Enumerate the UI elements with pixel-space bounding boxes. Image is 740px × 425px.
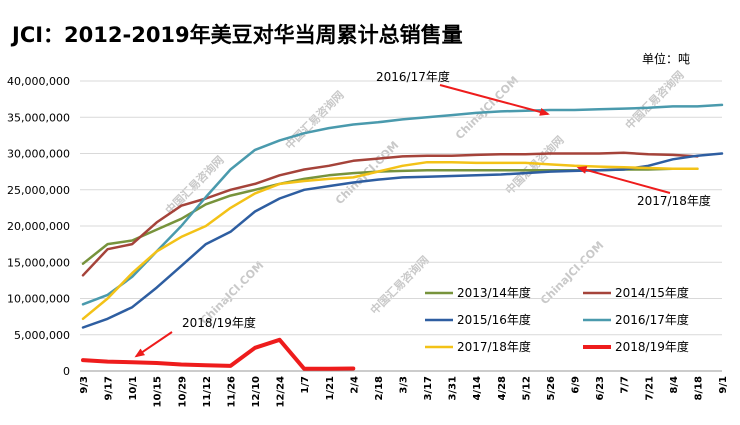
chart-title: JCI：2012-2019年美豆对华当周累计总销售量 — [10, 23, 463, 47]
y-tick-label: 30,000,000 — [7, 148, 70, 161]
x-tick-label: 1/21 — [325, 376, 336, 401]
legend-label: 2013/14年度 — [457, 285, 531, 300]
x-tick-label: 3/17 — [423, 376, 434, 401]
y-tick-label: 35,000,000 — [7, 111, 70, 124]
y-tick-label: 5,000,000 — [14, 329, 70, 342]
y-tick-label: 40,000,000 — [7, 75, 70, 88]
x-tick-label: 3/3 — [399, 376, 410, 394]
y-tick-label: 15,000,000 — [7, 256, 70, 269]
legend-label: 2016/17年度 — [615, 312, 689, 327]
x-tick-label: 6/9 — [571, 376, 582, 394]
annotation-label: 2016/17年度 — [376, 69, 450, 84]
annotation-arrow — [576, 166, 671, 194]
series-line-2018-19 — [81, 337, 356, 371]
legend: 2013/14年度 2014/15年度 2015/16年度 2016/17年度 2017… — [425, 285, 689, 354]
series-line-2014-15 — [81, 151, 699, 277]
y-tick-label: 0 — [63, 365, 70, 378]
x-tick-label: 3/31 — [448, 376, 459, 401]
unit-label: 单位：吨 — [642, 51, 690, 66]
y-tick-label: 20,000,000 — [7, 220, 70, 233]
x-tick-label: 7/7 — [620, 376, 631, 394]
x-tick-label: 12/24 — [276, 376, 287, 408]
x-tick-label: 11/12 — [202, 376, 213, 408]
legend-label: 2018/19年度 — [615, 339, 689, 354]
x-tick-label: 1/7 — [300, 376, 311, 394]
series-lines — [81, 103, 724, 371]
x-tick-label: 6/23 — [595, 376, 606, 401]
x-tick-label: 9/3 — [79, 376, 90, 394]
x-tick-label: 2/4 — [349, 376, 360, 394]
series-line-2015-16 — [81, 152, 724, 329]
y-axis-ticks: 0 5,000,000 10,000,000 15,000,000 20,000,000… — [7, 75, 70, 378]
series-line-2017-18 — [81, 160, 699, 321]
y-tick-label: 10,000,000 — [7, 293, 70, 306]
legend-label: 2014/15年度 — [615, 285, 689, 300]
y-tick-label: 25,000,000 — [7, 184, 70, 197]
x-tick-label: 4/14 — [472, 376, 483, 401]
series-line-2016-17 — [81, 103, 724, 306]
annotation-label: 2018/19年度 — [182, 315, 256, 330]
x-tick-label: 12/10 — [251, 376, 262, 408]
annotations: 2016/17年度 2017/18年度 2018/19年度 — [134, 69, 711, 358]
x-axis-ticks: 9/3 9/17 10/1 10/15 10/29 11/12 11/26 12/10 12/2… — [79, 376, 729, 408]
legend-label: 2015/16年度 — [457, 312, 531, 327]
x-tick-label: 9/17 — [104, 376, 115, 401]
x-tick-label: 5/12 — [521, 376, 532, 401]
x-tick-label: 10/15 — [153, 376, 164, 408]
x-tick-label: 4/28 — [497, 376, 508, 401]
x-tick-label: 8/4 — [669, 376, 680, 394]
legend-label: 2017/18年度 — [457, 339, 531, 354]
x-tick-label: 10/1 — [128, 376, 139, 401]
x-tick-label: 5/26 — [546, 376, 557, 401]
annotation-arrow — [134, 331, 173, 358]
x-tick-label: 8/18 — [693, 376, 704, 401]
x-tick-label: 10/29 — [177, 376, 188, 408]
x-tick-label: 2/18 — [374, 376, 385, 401]
x-tick-label: 11/26 — [226, 376, 237, 408]
annotation-label: 2017/18年度 — [637, 193, 711, 208]
x-tick-label: 7/21 — [644, 376, 655, 401]
annotation-arrow — [439, 84, 550, 116]
x-tick-label: 9/1 — [718, 376, 729, 394]
